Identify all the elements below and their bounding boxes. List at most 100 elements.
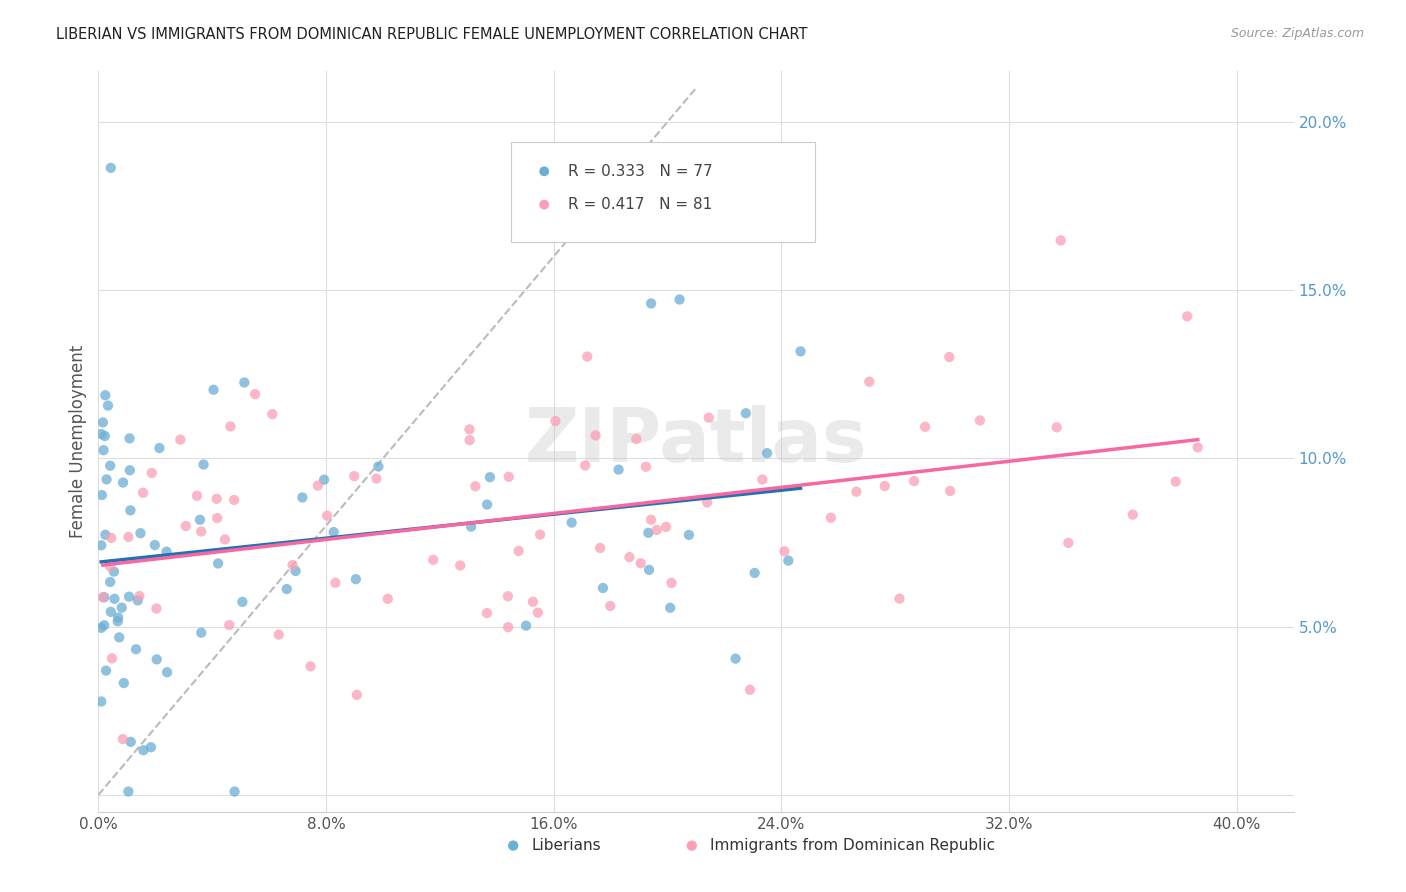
Point	[190, 524, 212, 539]
Point	[112, 475, 135, 490]
Point	[496, 620, 519, 634]
Point	[207, 557, 229, 571]
Point	[914, 420, 936, 434]
Point	[100, 605, 122, 619]
Point	[1057, 536, 1080, 550]
Point	[98, 559, 121, 574]
Point	[640, 296, 662, 310]
Point	[267, 627, 290, 641]
Point	[143, 538, 166, 552]
Point	[744, 566, 766, 580]
Point	[98, 458, 121, 473]
Point	[90, 427, 112, 442]
Point	[94, 664, 117, 678]
Point	[1049, 234, 1071, 248]
FancyBboxPatch shape	[510, 142, 815, 242]
Point	[873, 479, 896, 493]
Point	[127, 593, 149, 607]
Point	[592, 581, 614, 595]
Point	[475, 606, 498, 620]
Point	[678, 528, 700, 542]
Text: ZIPatlas: ZIPatlas	[524, 405, 868, 478]
Point	[193, 458, 215, 472]
Point	[529, 527, 551, 541]
Point	[508, 544, 530, 558]
Point	[219, 419, 242, 434]
Point	[190, 625, 212, 640]
Point	[174, 519, 197, 533]
Point	[291, 491, 314, 505]
Point	[120, 503, 142, 517]
Point	[496, 589, 519, 603]
Point	[281, 558, 304, 573]
Text: R = 0.333   N = 77: R = 0.333 N = 77	[568, 164, 713, 178]
Point	[343, 469, 366, 483]
Point	[638, 563, 661, 577]
Point	[108, 631, 131, 645]
Point	[661, 575, 683, 590]
Point	[820, 510, 842, 524]
Point	[186, 489, 208, 503]
Point	[103, 591, 125, 606]
Point	[659, 600, 682, 615]
Point	[128, 589, 150, 603]
Point	[118, 590, 141, 604]
Point	[307, 478, 329, 492]
Point	[778, 554, 800, 568]
Point	[640, 513, 662, 527]
Point	[94, 429, 117, 443]
Point	[449, 558, 471, 573]
Point	[637, 525, 659, 540]
Point	[619, 550, 641, 565]
Point	[561, 516, 583, 530]
Point	[98, 574, 121, 589]
Point	[751, 473, 773, 487]
Point	[1175, 310, 1198, 324]
Point	[132, 485, 155, 500]
Point	[205, 511, 228, 525]
Point	[169, 433, 191, 447]
Point	[100, 161, 122, 175]
Point	[231, 595, 253, 609]
Point	[858, 375, 880, 389]
Point	[107, 610, 129, 624]
Point	[574, 458, 596, 473]
Text: R = 0.417   N = 81: R = 0.417 N = 81	[568, 197, 713, 212]
Point	[117, 784, 139, 798]
Point	[120, 735, 142, 749]
Point	[475, 498, 498, 512]
Point	[118, 431, 141, 445]
Point	[125, 642, 148, 657]
Point	[1187, 441, 1209, 455]
Point	[478, 470, 501, 484]
Point	[284, 564, 307, 578]
Point	[93, 618, 115, 632]
Point	[243, 387, 266, 401]
Point	[93, 591, 115, 605]
Point	[1164, 475, 1187, 489]
Point	[889, 591, 911, 606]
Point	[1046, 420, 1069, 434]
Point	[697, 410, 720, 425]
Point	[101, 651, 124, 665]
Point	[734, 406, 756, 420]
Point	[156, 665, 179, 680]
Point	[91, 416, 114, 430]
Point	[90, 694, 112, 708]
Point	[498, 469, 520, 483]
Point	[90, 488, 112, 502]
Text: Source: ZipAtlas.com: Source: ZipAtlas.com	[1230, 27, 1364, 40]
Point	[366, 472, 388, 486]
Point	[585, 428, 607, 442]
Point	[132, 743, 155, 757]
Point	[626, 432, 648, 446]
Point	[789, 344, 811, 359]
Y-axis label: Female Unemployment: Female Unemployment	[69, 345, 87, 538]
Point	[148, 441, 170, 455]
Point	[107, 615, 129, 629]
Point	[316, 508, 339, 523]
Point	[90, 538, 112, 552]
Point	[262, 407, 284, 421]
Point	[655, 520, 678, 534]
Point	[145, 601, 167, 615]
